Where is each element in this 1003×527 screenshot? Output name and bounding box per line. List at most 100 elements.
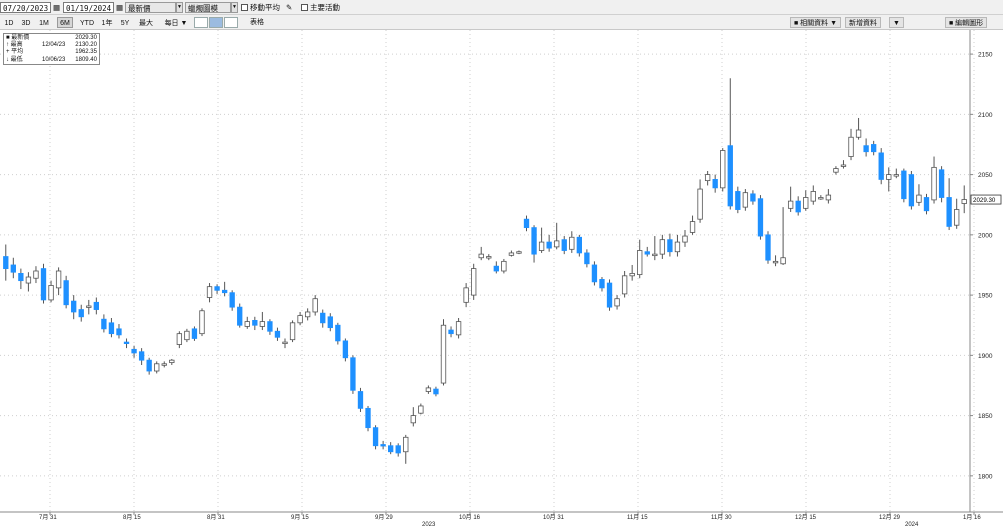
candle-up (742, 189, 749, 211)
calendar-icon[interactable]: ▦ (53, 3, 61, 12)
last-price-tag: 2029.30 (970, 194, 1002, 205)
candle-body (538, 241, 545, 251)
candles (3, 78, 967, 464)
related-data-button[interactable]: ■ 相關資料 ▼ (790, 17, 842, 28)
candle-body (659, 239, 666, 255)
candle-up (282, 338, 288, 349)
candle-down (584, 249, 590, 268)
x-tick-label: 1月 16 (963, 514, 981, 521)
candle-body (531, 227, 537, 255)
candle-down (946, 178, 952, 231)
chevron-down-icon[interactable]: ▼ (176, 2, 183, 13)
candle-down (365, 405, 371, 432)
x-tick-label: 9月 15 (291, 514, 309, 521)
legend-value: 1809.40 (75, 56, 97, 63)
draw-tool-button[interactable] (224, 17, 238, 28)
table-button[interactable]: 表格 (250, 19, 264, 26)
candle-body (252, 320, 258, 326)
add-data-dropdown[interactable]: ▼ (889, 17, 904, 28)
candle-body (191, 328, 198, 339)
range-button[interactable]: 1D (4, 20, 14, 27)
candle-down (591, 261, 598, 286)
candle-down (727, 78, 733, 210)
chart-type-select[interactable]: 蠟燭圖模 (185, 2, 231, 13)
candle-up (848, 128, 854, 161)
price-type-select[interactable]: 最新價 (125, 2, 176, 13)
chevron-down-icon[interactable]: ▼ (231, 2, 238, 13)
candle-up (614, 295, 620, 310)
range-button[interactable]: YTD (80, 20, 94, 27)
candle-body (395, 445, 401, 454)
candle-up (840, 160, 847, 169)
candle-down (237, 303, 243, 328)
candle-body (169, 359, 175, 363)
candle-body (350, 357, 356, 391)
candle-body (772, 260, 779, 264)
candle-down (93, 297, 100, 315)
range-button[interactable]: 最大 (139, 20, 153, 27)
candle-down (71, 295, 77, 320)
range-button[interactable]: 1年 (101, 20, 113, 27)
candle-body (614, 298, 620, 307)
range-button[interactable]: 5Y (120, 20, 130, 27)
candle-body (138, 351, 145, 361)
candle-up (772, 255, 779, 267)
range-button[interactable]: 1M (39, 20, 49, 27)
candle-body (221, 289, 228, 294)
checkbox-icon[interactable] (241, 4, 248, 11)
candle-up (455, 317, 462, 339)
legend-value: 2029.30 (75, 35, 97, 41)
checkbox-icon[interactable] (301, 4, 308, 11)
candle-down (63, 275, 69, 309)
candle-body (916, 194, 922, 203)
candle-down (644, 246, 650, 257)
candle-body (878, 152, 884, 180)
calendar-icon[interactable]: ▦ (116, 3, 124, 12)
candle-body (742, 192, 749, 208)
candle-body (433, 388, 439, 395)
candle-body (312, 298, 318, 313)
legend-row-last: ■ 最新價 2029.30 (6, 35, 97, 42)
candle-up (199, 308, 205, 337)
x-tick-label: 10月 31 (543, 514, 565, 521)
candle-up (25, 272, 32, 292)
candle-up (501, 258, 507, 274)
end-date-input[interactable]: 01/19/2024 (63, 2, 114, 13)
range-button[interactable]: 3D (21, 20, 31, 27)
pencil-icon[interactable]: ✎ (286, 3, 293, 12)
candle-up (629, 264, 635, 281)
candle-body (667, 239, 673, 253)
frequency-select[interactable]: 每日 ▼ (164, 20, 188, 27)
candle-down (395, 443, 401, 457)
candle-down (350, 355, 356, 394)
add-data-button[interactable]: 新增資料 (845, 17, 881, 28)
y-tick-label: 1950 (978, 293, 993, 300)
price-chart[interactable]: 1800 1850 1900 1950 2000 2050 2100 2150 7月 31 8月… (0, 30, 1003, 527)
candle-body (599, 279, 605, 289)
legend-key: ↑ 最高 (6, 42, 23, 49)
x-tick-label: 11月 15 (627, 514, 648, 521)
moving-average-toggle[interactable]: 移動平均 (241, 2, 280, 13)
draw-tool-button-selected[interactable] (209, 17, 223, 28)
key-events-toggle[interactable]: 主要活動 (301, 2, 340, 13)
y-axis-ticks: 1800 1850 1900 1950 2000 2050 2100 2150 (970, 52, 993, 480)
start-date-input[interactable]: 07/20/2023 (0, 2, 51, 13)
candle-body (871, 144, 877, 153)
edit-chart-button[interactable]: ■ 編輯圖形 (945, 17, 988, 28)
range-button-active[interactable]: 6M (57, 17, 73, 28)
legend-date: 12/04/23 (42, 42, 66, 49)
x-tick-label: 8月 31 (207, 514, 225, 521)
candle-body (357, 391, 364, 409)
candle-body (840, 164, 847, 167)
candle-up (538, 227, 545, 253)
candle-body (606, 282, 613, 308)
candle-body (206, 286, 213, 298)
candle-body (961, 199, 967, 204)
candle-body (48, 285, 54, 301)
draw-tool-button[interactable] (194, 17, 208, 28)
candle-down (750, 190, 756, 205)
candle-down (123, 338, 130, 349)
candle-up (312, 295, 318, 316)
candle-down (938, 166, 945, 203)
candle-up (463, 283, 469, 308)
